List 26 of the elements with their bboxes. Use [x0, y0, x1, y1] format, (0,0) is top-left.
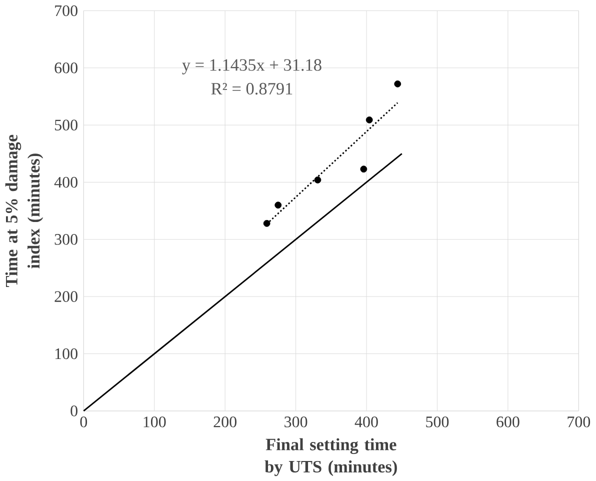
y-tick-label: 700 [55, 5, 78, 16]
point [274, 201, 282, 208]
y-tick-label: 500 [54, 119, 78, 130]
x-tick-label: 200 [214, 416, 236, 428]
y-tick-label: 400 [54, 176, 78, 188]
y-tick-label: 600 [54, 62, 78, 74]
x-tick-label: 400 [354, 416, 378, 428]
x-tick-label: 600 [496, 416, 520, 428]
x-axis-title: Final setting time by UTS (minutes) [264, 438, 397, 476]
point [366, 116, 373, 124]
y-axis-title: Time at 5% damage index (minutes) [5, 134, 44, 287]
point [394, 80, 402, 88]
point [263, 220, 270, 227]
x-tick-label: 100 [144, 416, 166, 428]
x-tick-label: 700 [568, 416, 590, 428]
point [360, 165, 368, 172]
x-tick-label: 0 [80, 416, 88, 428]
annotation: R² = 0.8791 [211, 82, 292, 94]
annotation: y = 1.1435x + 31.18 [182, 58, 322, 74]
point [314, 176, 322, 184]
x-tick-label: 500 [426, 416, 449, 428]
y-tick-label: 300 [54, 234, 78, 245]
x-tick-label: 300 [284, 416, 308, 428]
y-tick-label: 0 [70, 405, 78, 416]
y-tick-label: 100 [55, 348, 78, 359]
y-tick-label: 200 [54, 290, 78, 302]
